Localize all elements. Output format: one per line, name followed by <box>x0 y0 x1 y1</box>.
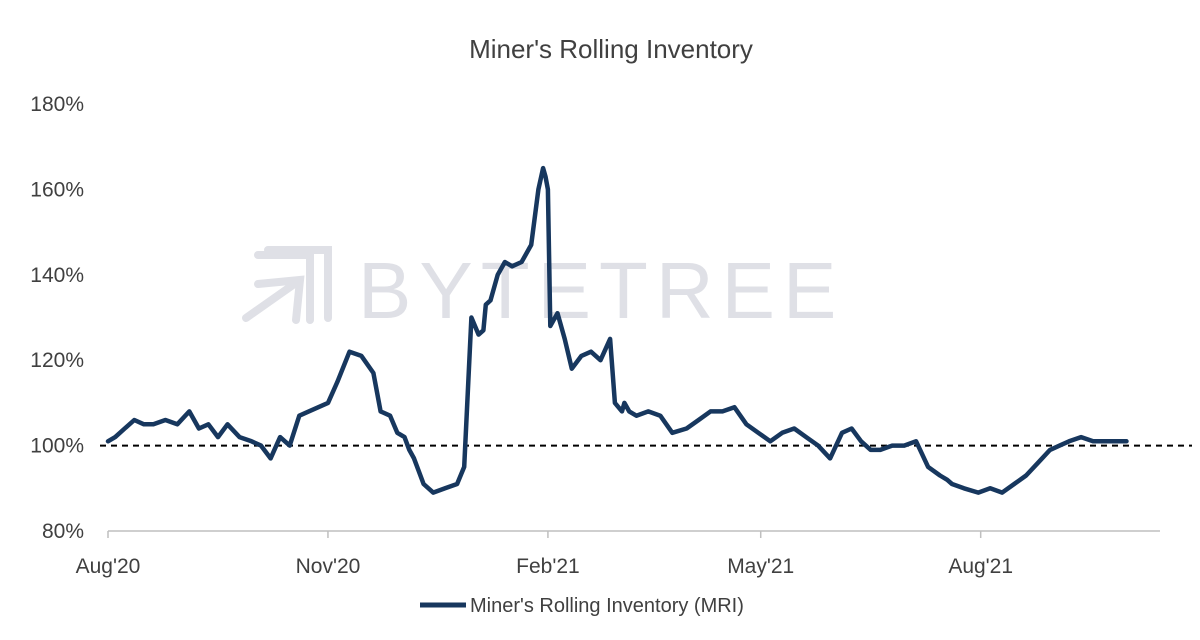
x-tick-label: Feb'21 <box>516 555 580 578</box>
legend-label: Miner's Rolling Inventory (MRI) <box>470 595 744 617</box>
chart-title: Miner's Rolling Inventory <box>469 34 753 64</box>
bytetree-logo-icon <box>242 246 332 324</box>
y-tick-label: 100% <box>30 435 84 458</box>
y-tick-label: 180% <box>30 93 84 116</box>
y-axis: 80% 100% 120% 140% 160% 180% <box>30 93 84 543</box>
series-layer <box>105 165 1129 495</box>
x-tick-label: Aug'21 <box>948 555 1013 578</box>
y-tick-label: 160% <box>30 178 84 201</box>
watermark-text: BYTETREE <box>358 246 844 335</box>
legend: Miner's Rolling Inventory (MRI) <box>420 595 744 617</box>
y-tick-label: 80% <box>42 520 84 543</box>
x-tick-label: Aug'20 <box>76 555 141 578</box>
x-axis: Aug'20 Nov'20 Feb'21 May'21 Aug'21 <box>76 530 1160 578</box>
series-line-mri <box>105 165 1129 495</box>
y-tick-label: 120% <box>30 349 84 372</box>
bytetree-watermark: BYTETREE <box>242 246 844 335</box>
x-tick-label: Nov'20 <box>296 555 361 578</box>
y-tick-label: 140% <box>30 264 84 287</box>
x-tick-label: May'21 <box>727 555 794 578</box>
